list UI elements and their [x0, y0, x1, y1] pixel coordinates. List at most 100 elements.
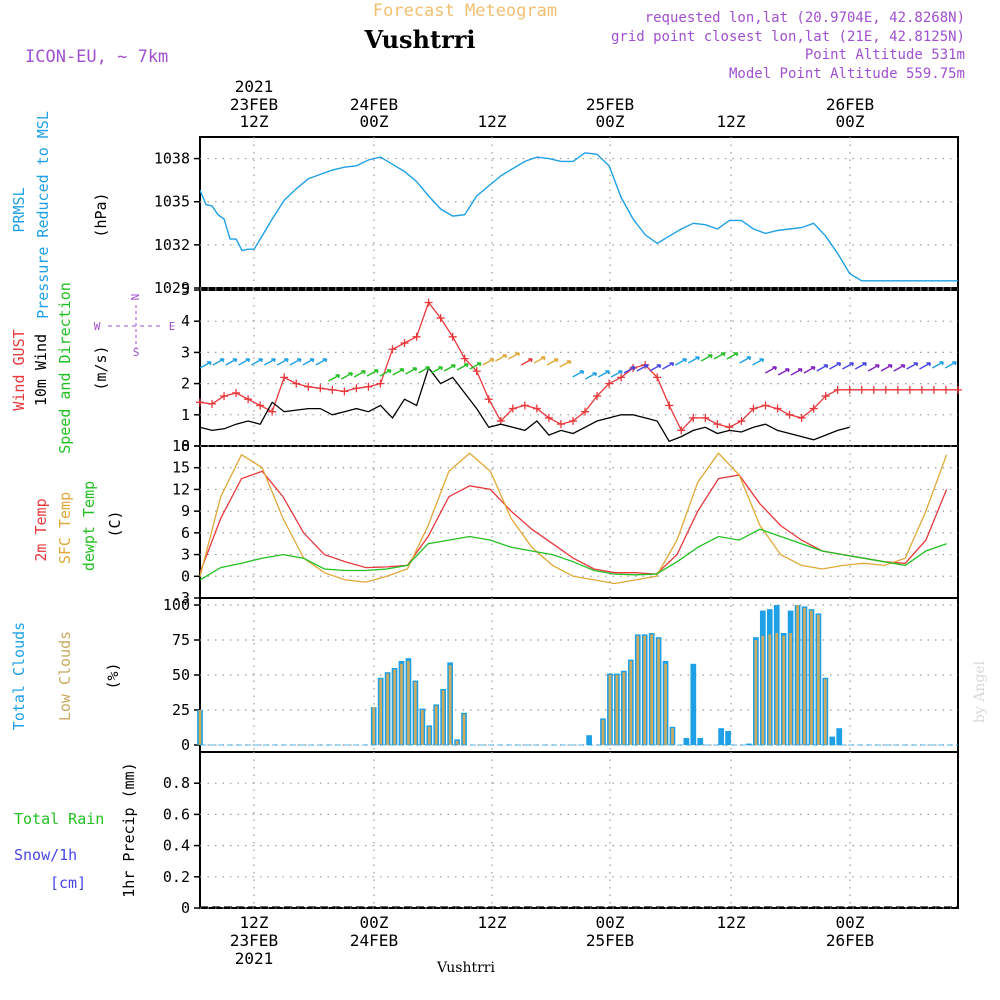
- requested-coords: requested lon,lat (20.9704E, 42.8268N): [645, 10, 965, 26]
- y-tick-label: 2: [181, 375, 190, 393]
- wind-direction-arrow: [443, 364, 456, 372]
- low-cloud-bar: [434, 705, 438, 745]
- prmsl-label: PRMSL: [10, 187, 28, 232]
- low-cloud-bar: [650, 634, 653, 745]
- wind-10m-label: 10m Wind: [32, 334, 50, 406]
- rose-e: E: [169, 320, 176, 333]
- grid-point-coords: grid point closest lon,lat (21E, 42.8125…: [611, 29, 965, 45]
- gust-marker: [244, 395, 253, 404]
- wind-direction-arrow: [597, 370, 610, 378]
- clouds-unit: (%): [104, 662, 122, 689]
- wind-direction-arrow: [854, 362, 867, 370]
- gust-marker: [833, 385, 842, 394]
- wind-direction-arrow: [212, 358, 225, 366]
- total-cloud-bar: [725, 731, 731, 745]
- y-tick-label: 0: [181, 567, 190, 585]
- location-title: Vushtrri: [364, 25, 476, 54]
- top-time-axis: 2021 23FEB 12Z 24FEB 00Z 12Z 25FEB 00Z 1…: [230, 77, 874, 131]
- low-cloud-bar: [420, 710, 424, 745]
- wind-direction-arrow: [379, 369, 392, 377]
- low-cloud-bar: [643, 635, 647, 745]
- total-cloud-bar: [746, 743, 752, 745]
- y-tick-label: 1032: [154, 236, 190, 254]
- wind-direction-arrow: [392, 368, 405, 376]
- y-tick-label: 15: [172, 459, 190, 477]
- wind-direction-arrow: [469, 362, 482, 370]
- model-label: ICON-EU, ~ 7km: [25, 47, 168, 67]
- low-cloud-bar: [407, 661, 410, 745]
- temp-dewpt-label: dewpt Temp: [80, 481, 98, 571]
- wind-direction-arrow: [739, 356, 752, 364]
- top-label-line2: 26FEB: [826, 95, 874, 114]
- cloud-labels: Total Clouds Low Clouds (%): [10, 622, 122, 730]
- panel-temperature: -3 0 3 6 9 12 15 18: [172, 437, 959, 607]
- bottom-label-line1: 12Z: [478, 913, 507, 932]
- total-rain-label: Total Rain: [14, 810, 104, 828]
- low-cloud-bar: [393, 669, 396, 745]
- gust-marker: [809, 404, 818, 413]
- wind-direction-arrow: [546, 358, 559, 366]
- wind-direction-arrow: [816, 364, 829, 372]
- y-tick-label: 1029: [154, 279, 190, 297]
- rose-w: W: [94, 320, 101, 333]
- gust-marker: [556, 420, 565, 429]
- wind-direction-arrow: [777, 368, 790, 376]
- wind-direction-arrow: [405, 367, 418, 375]
- y-tick-label: 1: [181, 406, 190, 424]
- gust-marker: [749, 404, 758, 413]
- low-cloud-bar: [775, 633, 779, 745]
- gust-marker: [472, 367, 481, 376]
- gust-marker: [593, 392, 602, 401]
- wind-direction-arrow: [353, 370, 366, 378]
- y-tick-label: 9: [181, 502, 190, 520]
- pressure-series: [200, 152, 958, 282]
- temp-sfc-line: [199, 452, 948, 585]
- gust-marker: [364, 382, 373, 391]
- top-label-line1: 2021: [235, 77, 274, 96]
- y-tick-label: 0: [181, 437, 190, 455]
- wind-10m-line: [199, 366, 850, 443]
- low-cloud-bar: [761, 635, 765, 745]
- y-tick-label: 1035: [154, 193, 190, 211]
- wind-direction-arrow: [687, 356, 700, 364]
- low-cloud-bar: [629, 661, 633, 745]
- wind-direction-arrow: [700, 354, 713, 362]
- wind-direction-arrow: [251, 358, 264, 366]
- wind-direction-arrow: [919, 362, 932, 370]
- top-label-line3: 00Z: [836, 112, 865, 131]
- low-cloud-bar: [601, 719, 605, 745]
- low-cloud-bar: [823, 679, 827, 745]
- wind-direction-arrow: [276, 358, 289, 366]
- precip-unit: 1hr Precip (mm): [120, 762, 138, 897]
- wind-direction-arrow: [906, 362, 919, 370]
- y-tick-label: 3: [181, 343, 190, 361]
- pressure-msl-label: Pressure Reduced to MSL: [34, 111, 52, 319]
- total-cloud-bar: [718, 728, 724, 745]
- low-cloud-bar: [414, 682, 417, 745]
- gust-marker: [785, 410, 794, 419]
- gust-marker: [256, 401, 265, 410]
- top-label-line3: 12Z: [240, 112, 269, 131]
- watermark: by Angel: [972, 660, 988, 723]
- gust-marker: [352, 384, 361, 393]
- gust-marker: [954, 385, 962, 394]
- temp-unit: (C): [106, 510, 124, 537]
- wind-direction-arrow: [790, 368, 803, 376]
- gust-marker: [917, 385, 926, 394]
- pressure-unit: (hPa): [92, 192, 110, 237]
- low-cloud-bar: [782, 635, 786, 745]
- temp-dewpt-line: [199, 528, 947, 581]
- low-cloud-bar: [448, 665, 452, 745]
- gust-marker: [857, 385, 866, 394]
- gust-marker: [424, 298, 433, 307]
- wind-direction-arrow: [829, 362, 842, 370]
- gust-marker: [484, 395, 493, 404]
- rose-s: S: [133, 346, 140, 359]
- gust-marker: [376, 379, 385, 388]
- y-tick-label: 18: [172, 437, 190, 455]
- wind-direction-arrow: [610, 370, 623, 378]
- bottom-label-line1: 12Z: [240, 913, 269, 932]
- gust-marker: [532, 404, 541, 413]
- gust-marker: [737, 417, 746, 426]
